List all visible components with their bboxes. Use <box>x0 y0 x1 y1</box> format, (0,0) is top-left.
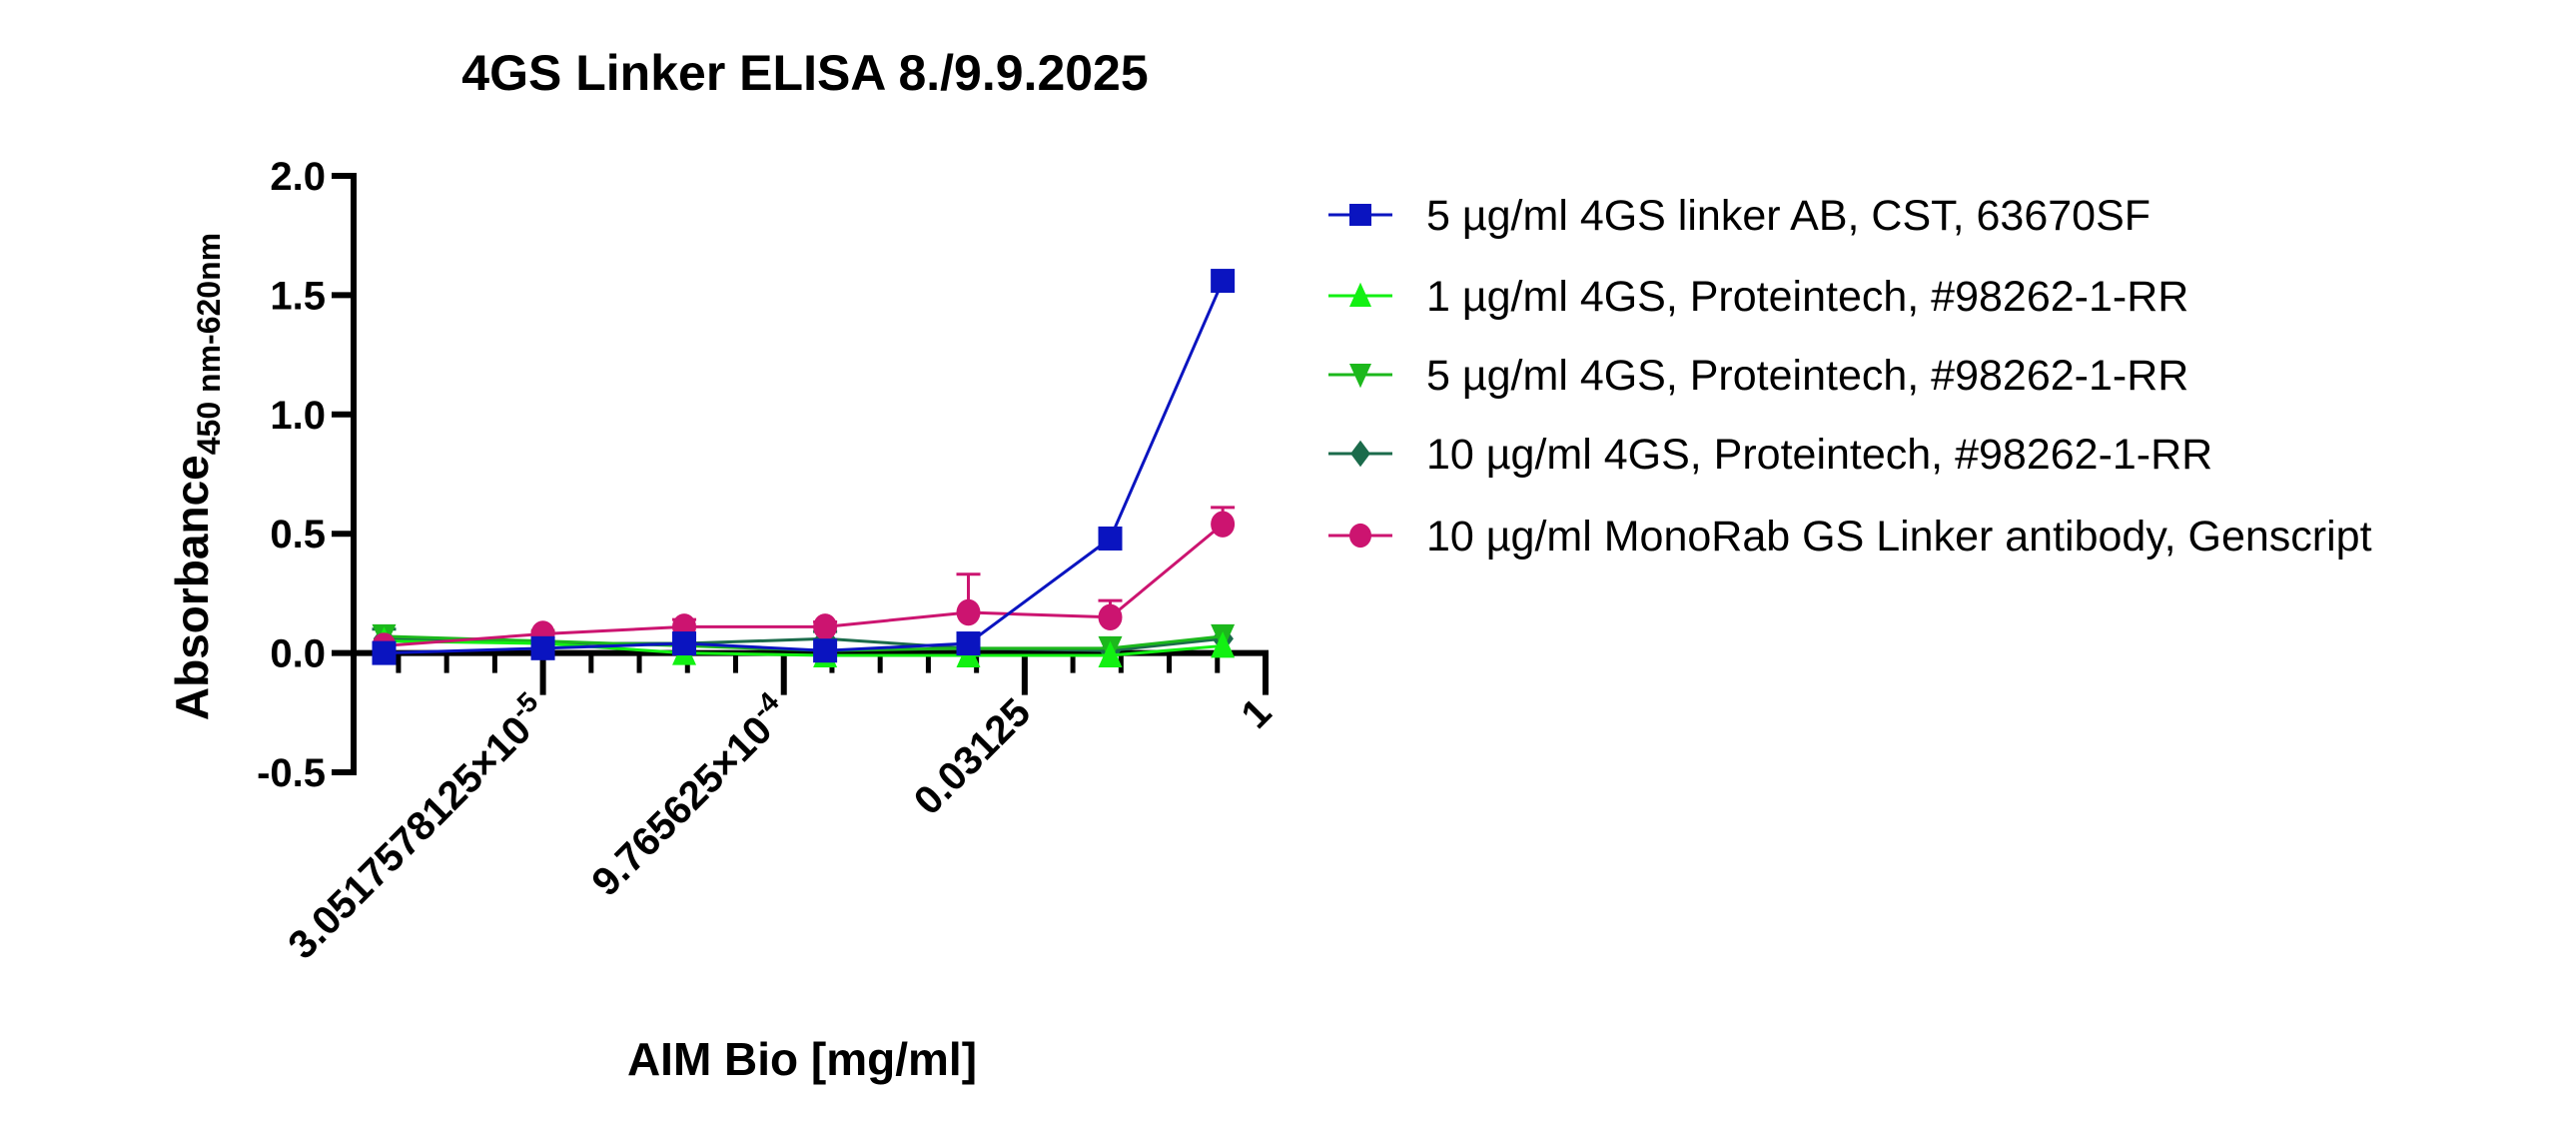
data-point <box>1211 269 1236 294</box>
x-tick-label-base: 3.0517578125×10 <box>280 707 539 967</box>
legend-marker-icon <box>1349 364 1371 389</box>
data-point <box>372 640 397 665</box>
data-point <box>530 635 555 660</box>
x-axis-title: AIM Bio [mg/ml] <box>627 1033 977 1085</box>
chart-title: 4GS Linker ELISA 8./9.9.2025 <box>461 45 1148 101</box>
legend-item: 10 µg/ml MonoRab GS Linker antibody, Gen… <box>1328 513 2372 561</box>
legend-marker-icon <box>1349 204 1371 226</box>
legend-label: 10 µg/ml 4GS, Proteintech, #98262-1-RR <box>1426 431 2212 479</box>
y-tick-label: 0.5 <box>270 513 326 557</box>
y-axis-title-subscript: 450 nm-620nm <box>191 233 227 455</box>
legend-marker-icon <box>1350 440 1370 468</box>
data-point <box>672 631 697 656</box>
legend-item: 1 µg/ml 4GS, Proteintech, #98262-1-RR <box>1328 273 2188 321</box>
data-point <box>956 631 981 656</box>
data-point <box>1211 631 1236 658</box>
x-tick-label-base: 9.765625×10 <box>583 707 780 904</box>
legend-marker-icon <box>1349 523 1371 549</box>
x-tick-label: 3.0517578125×10-5 <box>276 686 557 968</box>
data-point <box>956 598 981 626</box>
data-point <box>1098 603 1123 630</box>
data-point <box>813 638 838 663</box>
series-line <box>384 523 1225 647</box>
x-tick-label: 9.765625×10-4 <box>579 685 798 904</box>
y-tick-label: 1.0 <box>270 394 326 438</box>
plot-area <box>372 269 1236 667</box>
legend-marker-icon <box>1349 282 1371 307</box>
legend-label: 5 µg/ml 4GS linker AB, CST, 63670SF <box>1426 192 2150 240</box>
x-tick-label: 1 <box>1234 690 1281 737</box>
data-point <box>1098 526 1123 551</box>
x-tick-label-base: 1 <box>1234 690 1281 737</box>
y-tick-label: 0.0 <box>270 632 326 676</box>
x-tick-label: 0.03125 <box>906 690 1039 823</box>
legend-label: 10 µg/ml MonoRab GS Linker antibody, Gen… <box>1426 513 2372 561</box>
legend: 5 µg/ml 4GS linker AB, CST, 63670SF 1 µg/… <box>1328 192 2372 561</box>
axes: -0.5 0.0 0.5 1.0 1.5 2.0 3.0517578125×10-59.76… <box>257 155 1280 967</box>
y-tick-label: 2.0 <box>270 155 326 199</box>
series-0 <box>372 269 1236 665</box>
legend-label: 1 µg/ml 4GS, Proteintech, #98262-1-RR <box>1426 273 2188 321</box>
legend-item: 5 µg/ml 4GS, Proteintech, #98262-1-RR <box>1328 352 2188 400</box>
data-point <box>813 613 838 640</box>
legend-item: 10 µg/ml 4GS, Proteintech, #98262-1-RR <box>1328 431 2212 479</box>
legend-item: 5 µg/ml 4GS linker AB, CST, 63670SF <box>1328 192 2150 240</box>
legend-label: 5 µg/ml 4GS, Proteintech, #98262-1-RR <box>1426 352 2188 400</box>
y-tick-label: 1.5 <box>270 274 326 318</box>
y-axis-title-main: Absorbance <box>166 455 218 720</box>
y-axis-title: Absorbance450 nm-620nm <box>166 233 227 720</box>
data-point <box>1098 640 1123 667</box>
x-tick-label-base: 0.03125 <box>906 690 1039 823</box>
series-line <box>384 280 1225 655</box>
data-point <box>1211 511 1236 538</box>
y-tick-label: -0.5 <box>257 751 326 795</box>
